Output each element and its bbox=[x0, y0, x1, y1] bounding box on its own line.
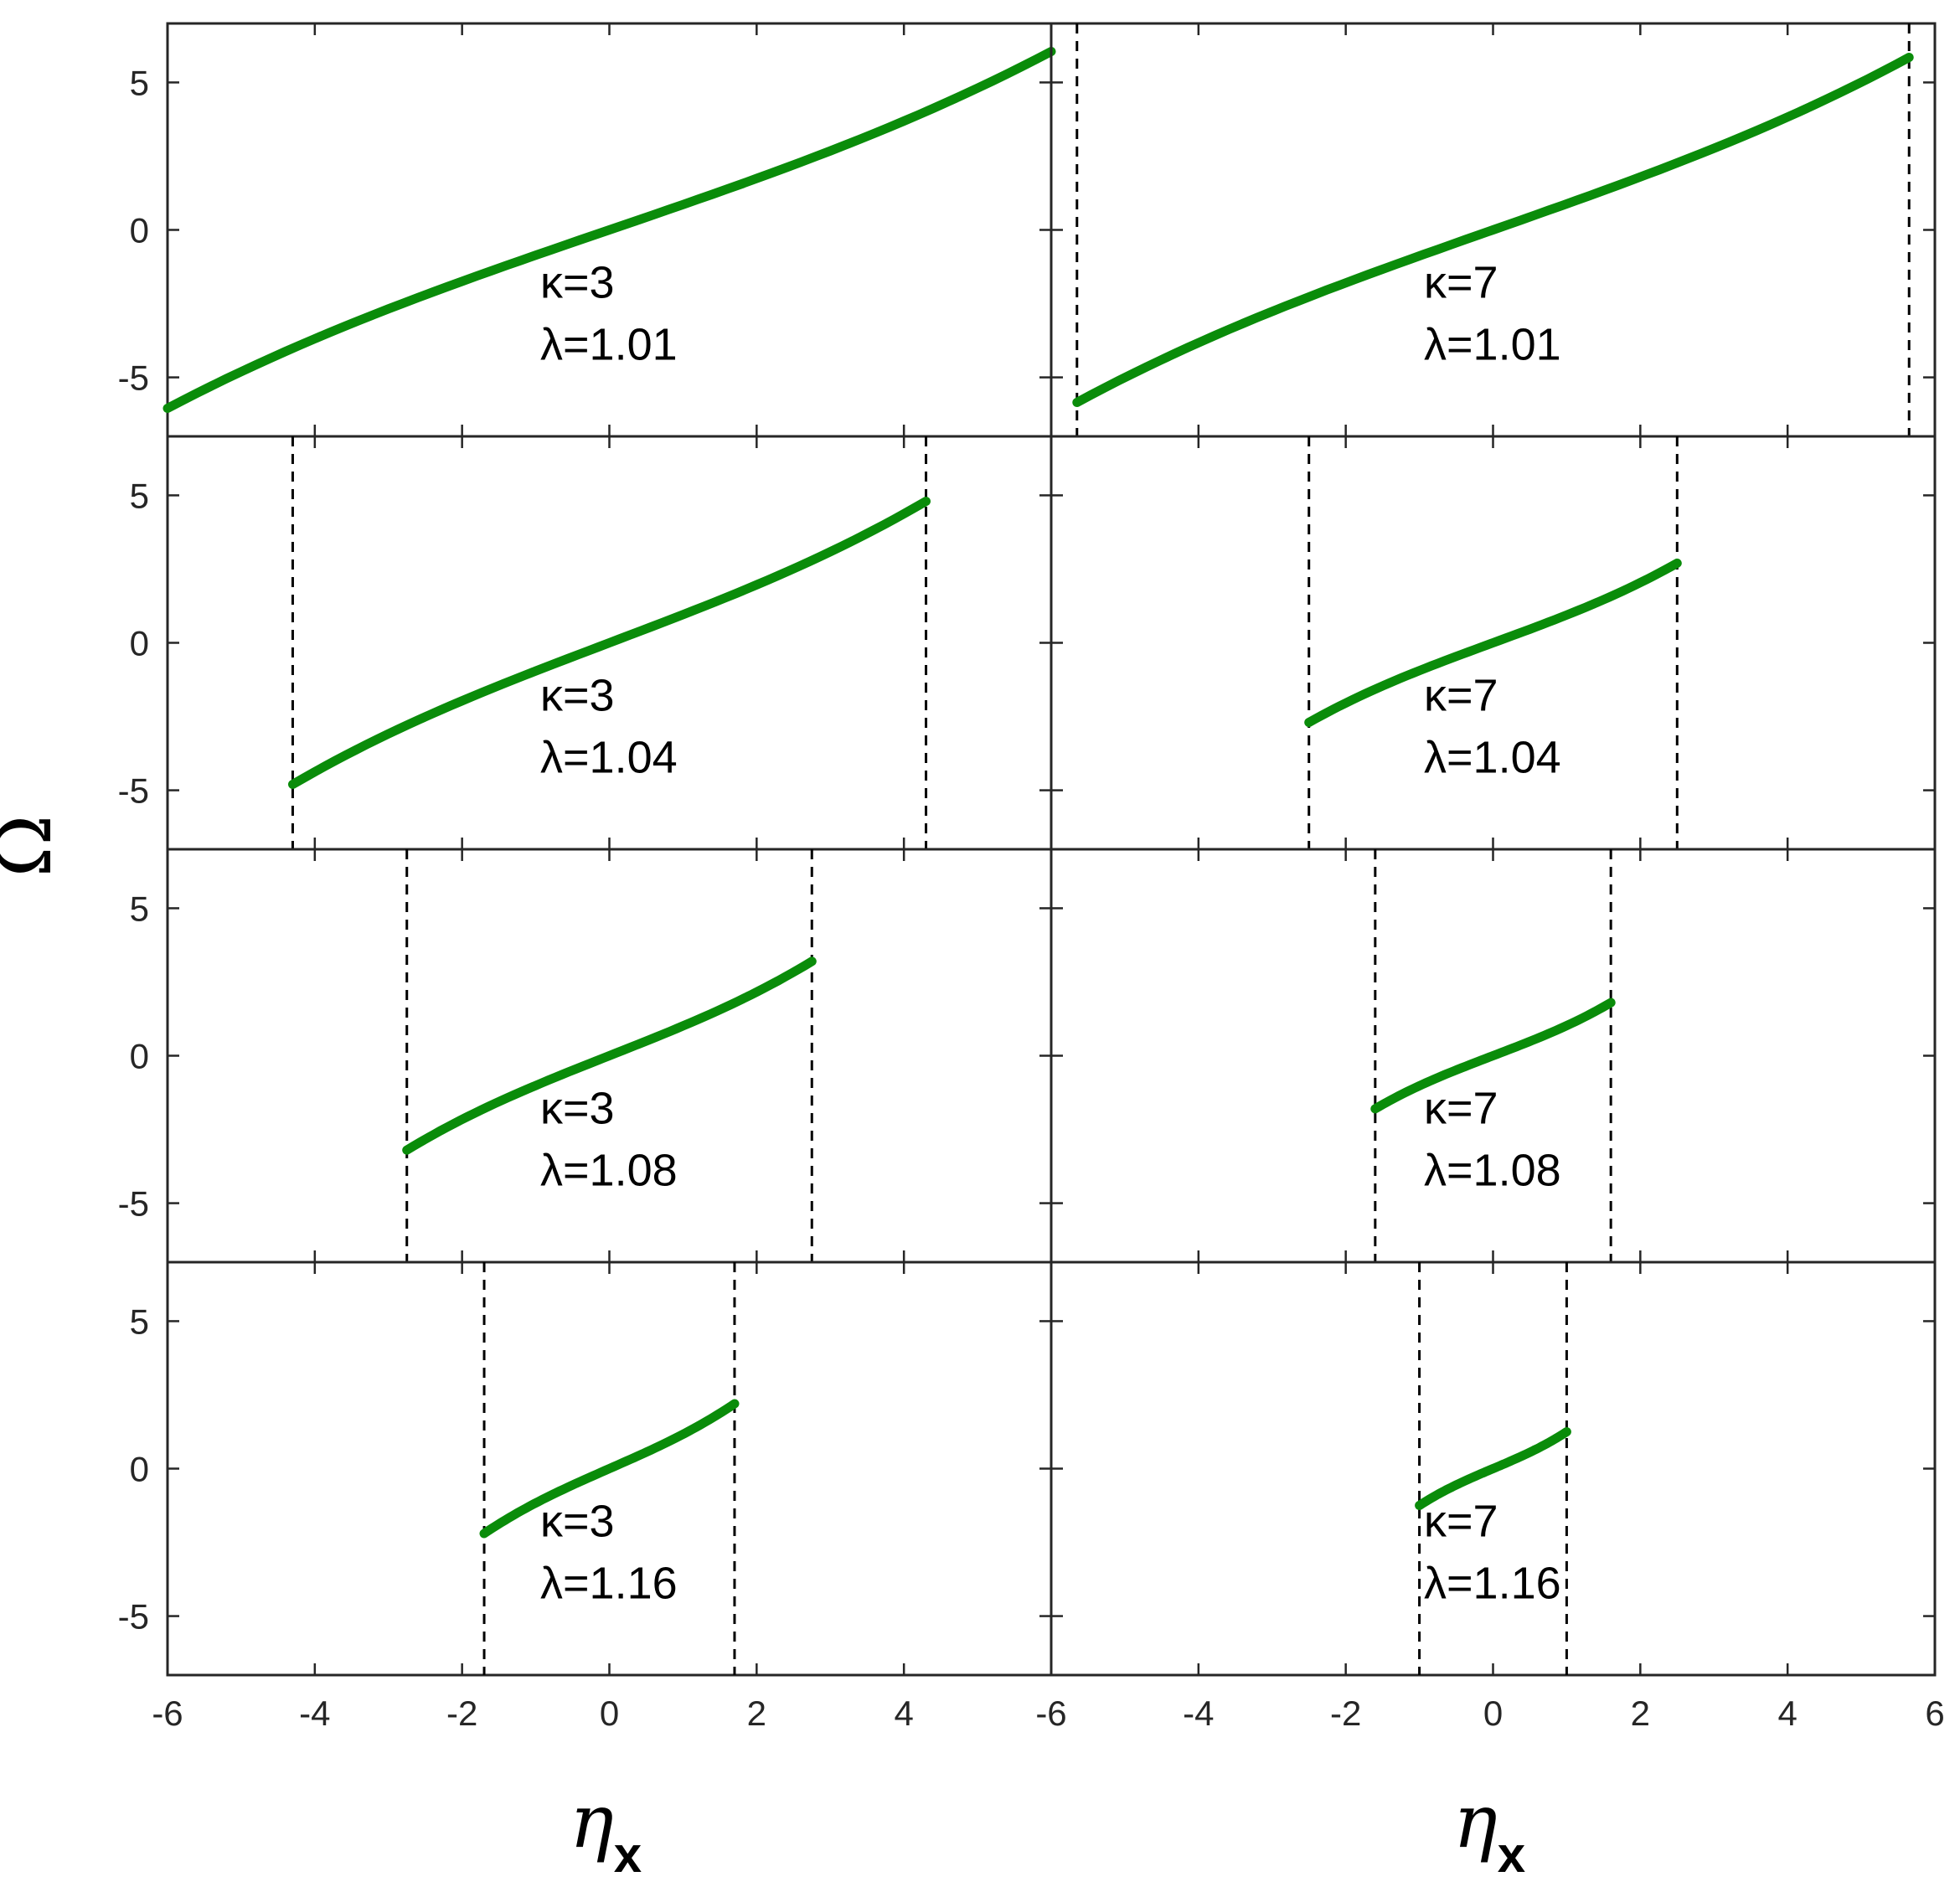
x-tick-label: 0 bbox=[1483, 1694, 1503, 1733]
panel-5: 5 0 -5 κ=3 λ=1.08 bbox=[118, 848, 1053, 1264]
series-line bbox=[1415, 1427, 1571, 1510]
x-tick-label: 2 bbox=[747, 1694, 766, 1733]
panel-6: κ=7 λ=1.08 bbox=[1050, 848, 1937, 1264]
panel-8: κ=7 λ=1.16 bbox=[1050, 1260, 1937, 1677]
x-tick-label: -6 bbox=[1035, 1694, 1066, 1733]
panel-1: 5 0 -5 κ=3 λ=1.01 bbox=[118, 22, 1056, 438]
x-axis-label-left: ηx bbox=[570, 1778, 642, 1883]
x-axis-layer: -6 -4 -2 0 2 4 -6 -4 -2 0 2 4 6 bbox=[152, 1694, 1944, 1733]
y-tick-label: -5 bbox=[118, 771, 149, 811]
y-tick-label: 5 bbox=[130, 1302, 149, 1341]
series-line bbox=[1072, 53, 1914, 407]
panel-2: κ=7 λ=1.01 bbox=[1050, 22, 1937, 438]
lambda-label: λ=1.01 bbox=[540, 319, 678, 369]
kappa-label: κ=7 bbox=[1424, 670, 1498, 720]
series-line bbox=[162, 47, 1056, 413]
lambda-label: λ=1.01 bbox=[1424, 319, 1561, 369]
panel-4: κ=7 λ=1.04 bbox=[1050, 435, 1937, 851]
lambda-label: λ=1.16 bbox=[540, 1558, 678, 1608]
kappa-label: κ=3 bbox=[540, 670, 615, 720]
x-tick-label: -2 bbox=[1330, 1694, 1361, 1733]
kappa-label: κ=7 bbox=[1424, 1083, 1498, 1133]
panel-3: 5 0 -5 κ=3 λ=1.04 bbox=[118, 435, 1053, 851]
y-axis-label: Ω bbox=[0, 815, 69, 878]
x-axis-label-subscript: x bbox=[614, 1827, 642, 1883]
kappa-label: κ=3 bbox=[540, 1496, 615, 1546]
series-line bbox=[402, 956, 817, 1155]
panels-layer: 5 0 -5 κ=3 λ=1.01 κ=7 λ=1.01 5 0 -5 κ=3 λ=1.04 κ=7 λ=… bbox=[118, 22, 1937, 1677]
x-tick-label: -2 bbox=[446, 1694, 477, 1733]
kappa-label: κ=7 bbox=[1424, 1496, 1498, 1546]
x-tick-label: -4 bbox=[1183, 1694, 1214, 1733]
x-tick-label: 0 bbox=[600, 1694, 619, 1733]
kappa-label: κ=7 bbox=[1424, 257, 1498, 307]
kappa-label: κ=3 bbox=[540, 1083, 615, 1133]
series-line bbox=[479, 1399, 740, 1539]
y-tick-label: -5 bbox=[118, 1184, 149, 1224]
y-tick-label: -5 bbox=[118, 358, 149, 398]
lambda-label: λ=1.04 bbox=[540, 732, 678, 782]
y-tick-label: 5 bbox=[130, 889, 149, 928]
kappa-label: κ=3 bbox=[540, 257, 615, 307]
y-tick-label: -5 bbox=[118, 1597, 149, 1637]
x-tick-label: 2 bbox=[1631, 1694, 1650, 1733]
series-line bbox=[1370, 998, 1616, 1114]
x-tick-label: -4 bbox=[299, 1694, 330, 1733]
lambda-label: λ=1.08 bbox=[1424, 1145, 1561, 1195]
x-tick-label: 4 bbox=[894, 1694, 913, 1733]
x-axis-label-main: η bbox=[1453, 1778, 1498, 1864]
y-tick-label: 0 bbox=[130, 211, 149, 250]
lambda-label: λ=1.08 bbox=[540, 1145, 678, 1195]
lambda-label: λ=1.16 bbox=[1424, 1558, 1561, 1608]
x-axis-label-subscript: x bbox=[1498, 1827, 1525, 1883]
series-line bbox=[288, 497, 931, 789]
y-tick-label: 5 bbox=[130, 63, 149, 102]
lambda-label: λ=1.04 bbox=[1424, 732, 1561, 782]
y-tick-label: 5 bbox=[130, 476, 149, 515]
y-tick-label: 0 bbox=[130, 1450, 149, 1489]
y-tick-label: 0 bbox=[130, 624, 149, 663]
y-tick-label: 0 bbox=[130, 1037, 149, 1076]
x-axis-label-right: ηx bbox=[1453, 1778, 1525, 1883]
x-tick-label: -6 bbox=[152, 1694, 183, 1733]
panel-7: 5 0 -5 κ=3 λ=1.16 bbox=[118, 1260, 1053, 1677]
x-axis-label-main: η bbox=[570, 1778, 614, 1864]
series-line bbox=[1304, 558, 1682, 728]
x-tick-label: 6 bbox=[1925, 1694, 1944, 1733]
x-tick-label: 4 bbox=[1777, 1694, 1797, 1733]
